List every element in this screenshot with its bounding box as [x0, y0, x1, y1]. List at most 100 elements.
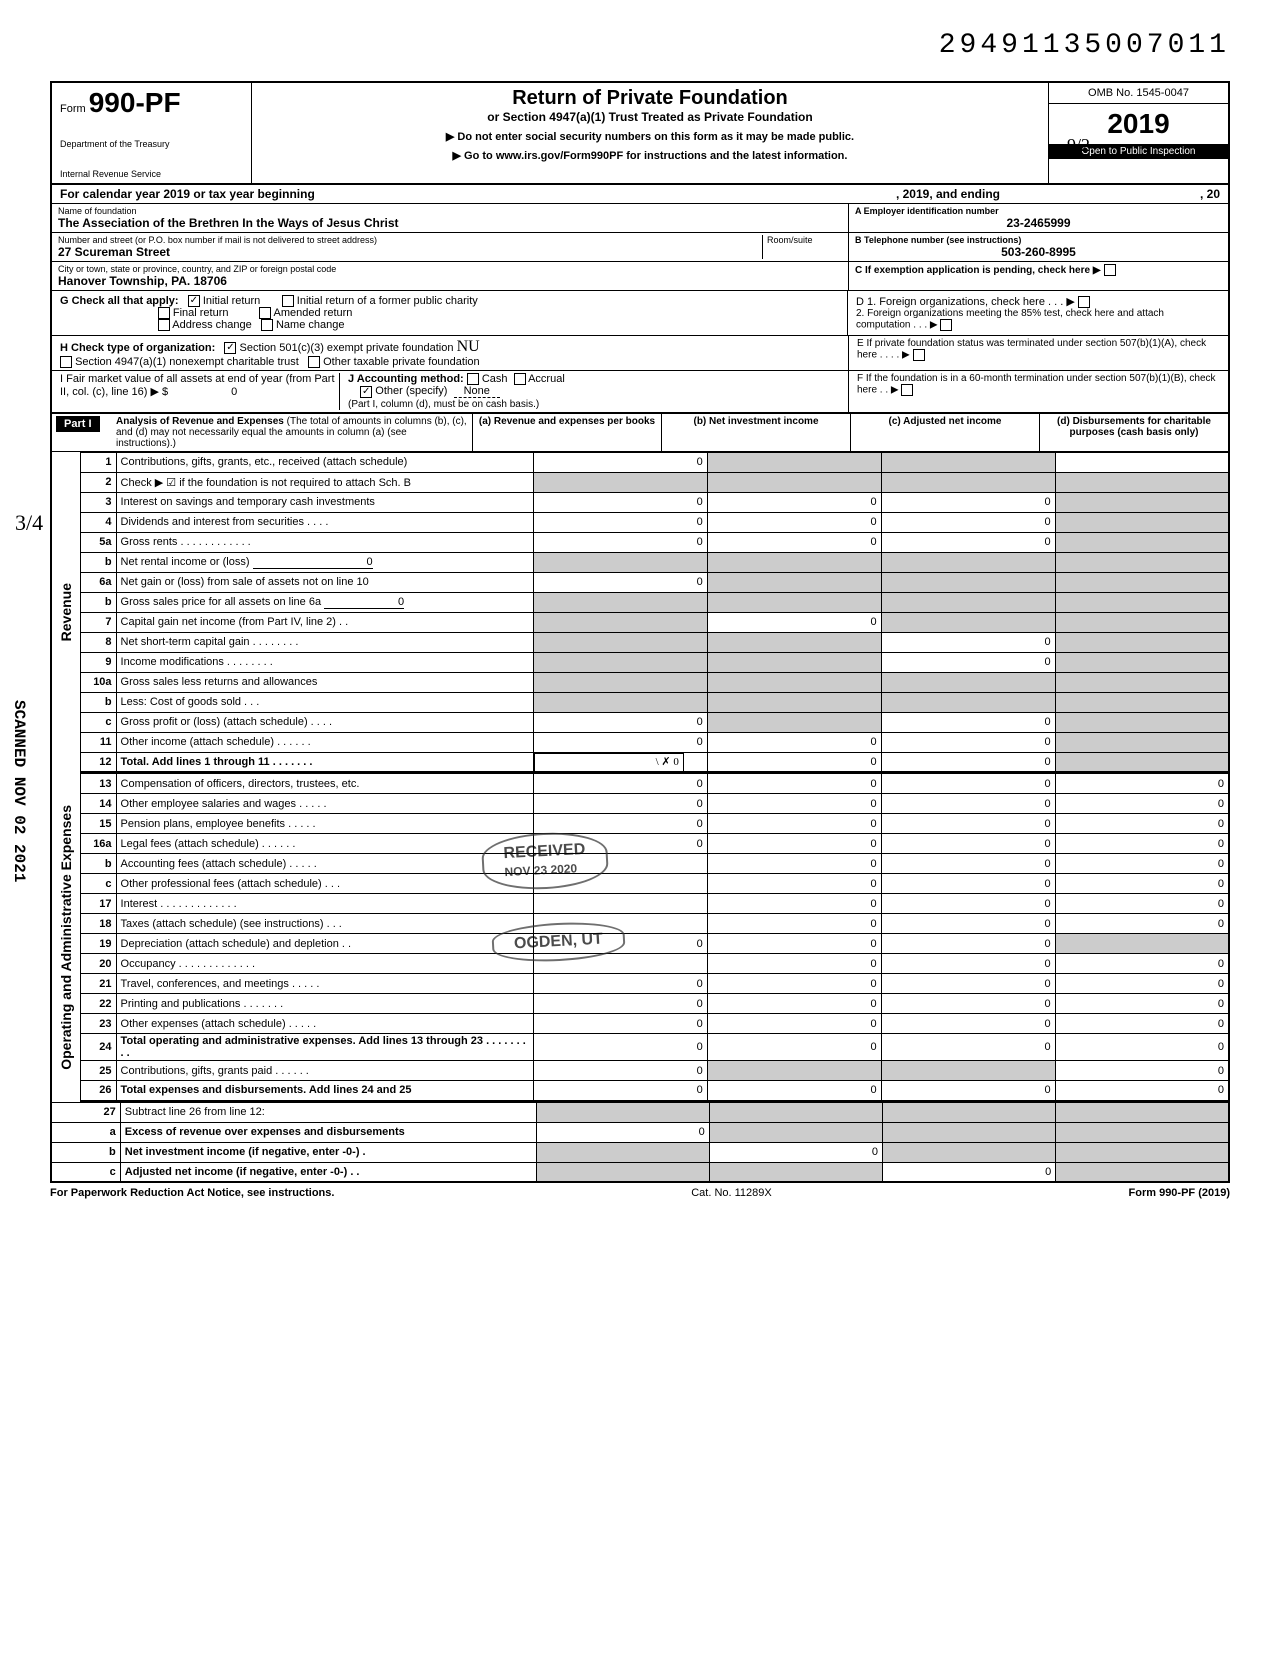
chk-amended[interactable] — [259, 307, 271, 319]
val-10ca: 0 — [533, 712, 707, 732]
line-21: Travel, conferences, and meetings . . . … — [116, 974, 533, 994]
v16ad: 0 — [1055, 834, 1229, 854]
lbl-amended: Amended return — [274, 307, 353, 319]
chk-4947[interactable] — [60, 356, 72, 368]
v22b: 0 — [707, 994, 881, 1014]
year-prefix: 20 — [1107, 108, 1138, 139]
revenue-section: Revenue 1Contributions, gifts, grants, e… — [50, 452, 1230, 774]
lbl-name-change: Name change — [276, 319, 345, 331]
lbl-addr-change: Address change — [172, 319, 252, 331]
chk-final[interactable] — [158, 307, 170, 319]
line-5a: Gross rents . . . . . . . . . . . . — [116, 532, 533, 552]
val-5ac: 0 — [881, 532, 1055, 552]
val-11a: 0 — [533, 732, 707, 752]
i-value: 0 — [231, 386, 237, 398]
chk-f[interactable] — [901, 384, 913, 396]
v15b: 0 — [707, 814, 881, 834]
v16cb: 0 — [707, 874, 881, 894]
chk-cash[interactable] — [467, 373, 479, 385]
val-12c: 0 — [881, 752, 1055, 772]
col-a-header: (a) Revenue and expenses per books — [472, 414, 661, 451]
line-19: Depreciation (attach schedule) and deple… — [116, 934, 533, 954]
v23d: 0 — [1055, 1014, 1229, 1034]
v14b: 0 — [707, 794, 881, 814]
expenses-side-label: Operating and Administrative Expenses — [58, 805, 74, 1070]
v14c: 0 — [881, 794, 1055, 814]
line-27: Subtract line 26 from line 12: — [120, 1102, 536, 1122]
v15a: 0 — [533, 814, 707, 834]
e-label: E If private foundation status was termi… — [857, 338, 1206, 361]
chk-other-taxable[interactable] — [308, 356, 320, 368]
c-checkbox[interactable] — [1104, 264, 1116, 276]
cal-mid: , 2019, and ending — [896, 187, 1000, 201]
v16cc: 0 — [881, 874, 1055, 894]
line-6b: Gross sales price for all assets on line… — [116, 592, 533, 612]
dept-treasury: Department of the Treasury — [60, 139, 243, 149]
chk-d2[interactable] — [940, 319, 952, 331]
line-7: Capital gain net income (from Part IV, l… — [116, 612, 533, 632]
chk-d1[interactable] — [1078, 296, 1090, 308]
v23c: 0 — [881, 1014, 1055, 1034]
line-16c: Other professional fees (attach schedule… — [116, 874, 533, 894]
line-16a: Legal fees (attach schedule) . . . . . . — [116, 834, 533, 854]
v20b: 0 — [707, 954, 881, 974]
chk-initial-former[interactable] — [282, 295, 294, 307]
footer-left: For Paperwork Reduction Act Notice, see … — [50, 1187, 334, 1199]
dept-irs: Internal Revenue Service — [60, 169, 243, 179]
v16cd: 0 — [1055, 874, 1229, 894]
chk-addr-change[interactable] — [158, 319, 170, 331]
h-label: H Check type of organization: — [60, 342, 215, 354]
val-10cc: 0 — [881, 712, 1055, 732]
v19c: 0 — [881, 934, 1055, 954]
line-9: Income modifications . . . . . . . . — [116, 652, 533, 672]
v27cc: 0 — [883, 1162, 1056, 1182]
part1-label: Part I — [56, 416, 100, 432]
val-12b: 0 — [707, 752, 881, 772]
chk-accrual[interactable] — [514, 373, 526, 385]
v26a: 0 — [533, 1081, 707, 1101]
v20c: 0 — [881, 954, 1055, 974]
ein-value: 23-2465999 — [855, 216, 1222, 230]
v25d: 0 — [1055, 1061, 1229, 1081]
val-3c: 0 — [881, 492, 1055, 512]
page-footer: For Paperwork Reduction Act Notice, see … — [50, 1187, 1230, 1199]
handwritten-date: 9/2 — [1067, 135, 1090, 156]
line-6a: Net gain or (loss) from sale of assets n… — [116, 572, 533, 592]
v21a: 0 — [533, 974, 707, 994]
v21b: 0 — [707, 974, 881, 994]
v17d: 0 — [1055, 894, 1229, 914]
v25a: 0 — [533, 1061, 707, 1081]
val-11c: 0 — [881, 732, 1055, 752]
cal-begin: For calendar year 2019 or tax year begin… — [60, 187, 315, 201]
v20d: 0 — [1055, 954, 1229, 974]
val-4c: 0 — [881, 512, 1055, 532]
line-26: Total expenses and disbursements. Add li… — [116, 1081, 533, 1101]
g-label: G Check all that apply: — [60, 295, 179, 307]
v24c: 0 — [881, 1034, 1055, 1061]
v26c: 0 — [881, 1081, 1055, 1101]
line-12: Total. Add lines 1 through 11 . . . . . … — [116, 752, 533, 772]
chk-name-change[interactable] — [261, 319, 273, 331]
line-22: Printing and publications . . . . . . . — [116, 994, 533, 1014]
j-label: J Accounting method: — [348, 373, 464, 385]
year-bold: 19 — [1139, 108, 1170, 139]
form-subtitle: or Section 4947(a)(1) Trust Treated as P… — [256, 110, 1044, 124]
line-23: Other expenses (attach schedule) . . . .… — [116, 1014, 533, 1034]
chk-other-method[interactable]: ✓ — [360, 386, 372, 398]
chk-e[interactable] — [913, 349, 925, 361]
v19b: 0 — [707, 934, 881, 954]
val-4a: 0 — [533, 512, 707, 532]
footer-right: Form 990-PF (2019) — [1129, 1187, 1230, 1199]
line-11: Other income (attach schedule) . . . . .… — [116, 732, 533, 752]
chk-initial[interactable]: ✓ — [188, 295, 200, 307]
v21d: 0 — [1055, 974, 1229, 994]
val-7b: 0 — [707, 612, 881, 632]
val-9c: 0 — [881, 652, 1055, 672]
line-18: Taxes (attach schedule) (see instruction… — [116, 914, 533, 934]
footer-center: Cat. No. 11289X — [691, 1187, 772, 1199]
chk-501c3[interactable]: ✓ — [224, 342, 236, 354]
lbl-cash: Cash — [482, 373, 508, 385]
c-label: C If exemption application is pending, c… — [855, 265, 1101, 276]
v27aa: 0 — [536, 1122, 709, 1142]
col-d-header: (d) Disbursements for charitable purpose… — [1039, 414, 1228, 451]
